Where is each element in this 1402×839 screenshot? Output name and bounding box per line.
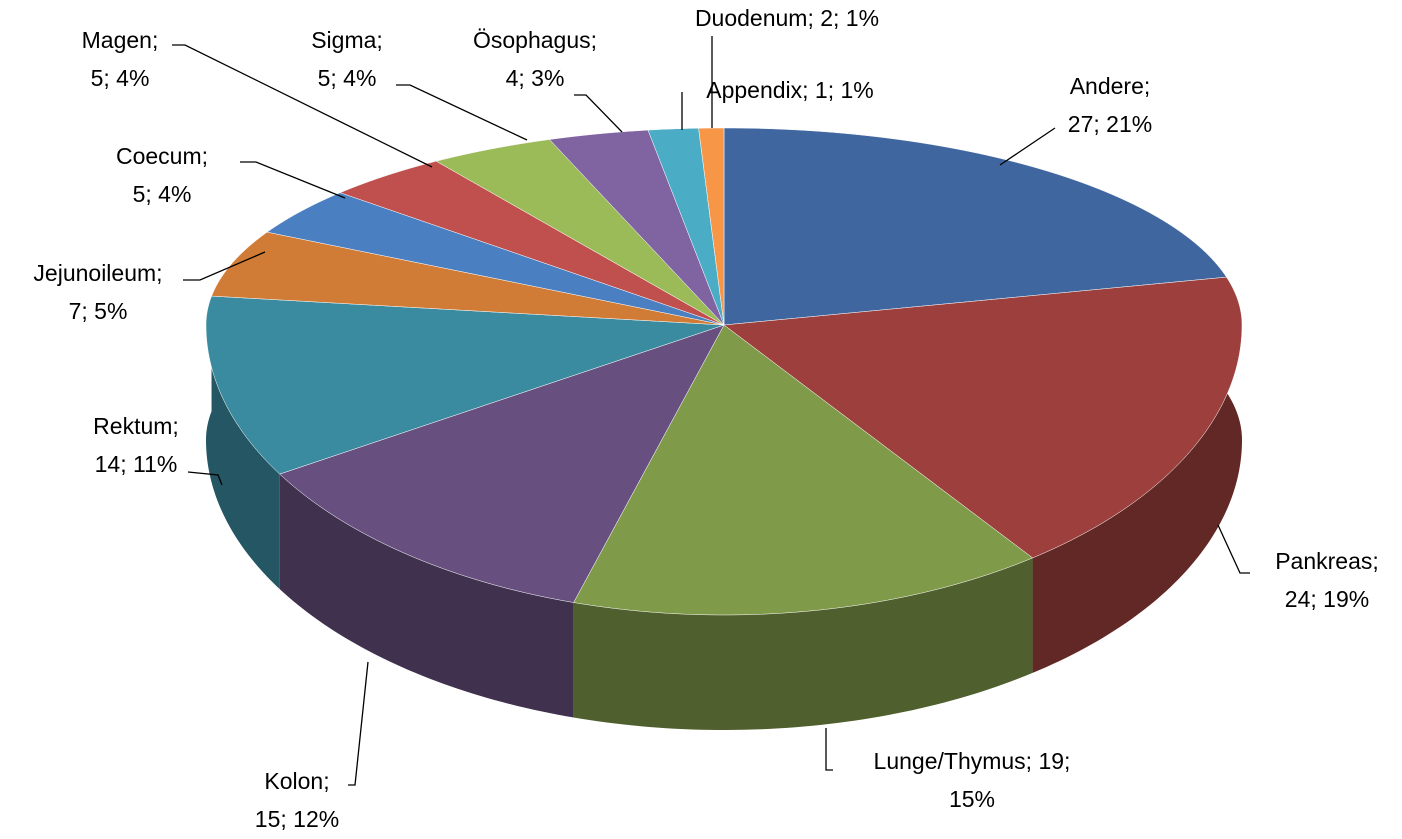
- slice-side: [206, 296, 280, 590]
- slice: [698, 127, 725, 326]
- data-label: 7; 5%: [69, 298, 128, 324]
- data-label: Duodenum; 2; 1%: [695, 5, 879, 31]
- slice: [723, 276, 1243, 559]
- data-label: Pankreas;: [1275, 548, 1379, 574]
- slice: [211, 231, 725, 326]
- leader-line: [348, 661, 369, 786]
- leader-line: [240, 161, 346, 199]
- slice: [339, 160, 725, 326]
- leader-line: [999, 127, 1056, 166]
- data-label: 5; 4%: [91, 65, 150, 91]
- data-label: Ösophagus;: [473, 27, 597, 53]
- slice: [723, 127, 1227, 326]
- leader-line: [825, 728, 833, 771]
- slice: [435, 139, 725, 326]
- data-label: Appendix; 1; 1%: [706, 77, 874, 103]
- data-label: Kolon;: [264, 768, 329, 794]
- leader-line: [172, 44, 433, 168]
- data-label: Jejunoileum;: [33, 260, 162, 286]
- slice-side: [279, 474, 574, 718]
- slice: [647, 127, 725, 326]
- data-label: 15%: [949, 786, 995, 812]
- data-label: 27; 21%: [1068, 111, 1152, 137]
- data-label: Magen;: [82, 27, 159, 53]
- data-label: Lunge/Thymus; 19;: [874, 748, 1071, 774]
- slice: [279, 324, 725, 603]
- slice-side: [573, 557, 1033, 730]
- data-label: Andere;: [1070, 73, 1151, 99]
- data-label: 15; 12%: [255, 806, 339, 832]
- slice-side: [1032, 277, 1242, 673]
- leader-line: [396, 84, 528, 141]
- leader-line: [187, 471, 223, 486]
- slice: [266, 192, 725, 326]
- data-label: 5; 4%: [318, 65, 377, 91]
- leader-line: [574, 94, 623, 133]
- leader-line: [1217, 524, 1250, 574]
- slice: [548, 129, 725, 326]
- slice: [205, 295, 725, 475]
- data-label: 4; 3%: [506, 65, 565, 91]
- data-label: 24; 19%: [1285, 586, 1369, 612]
- data-label: 14; 11%: [95, 451, 178, 477]
- leader-line: [183, 251, 266, 281]
- data-label: Coecum;: [116, 143, 208, 169]
- data-label: Rektum;: [93, 413, 179, 439]
- slice: [573, 324, 1034, 616]
- data-label: Sigma;: [311, 27, 383, 53]
- data-label: 5; 4%: [133, 181, 192, 207]
